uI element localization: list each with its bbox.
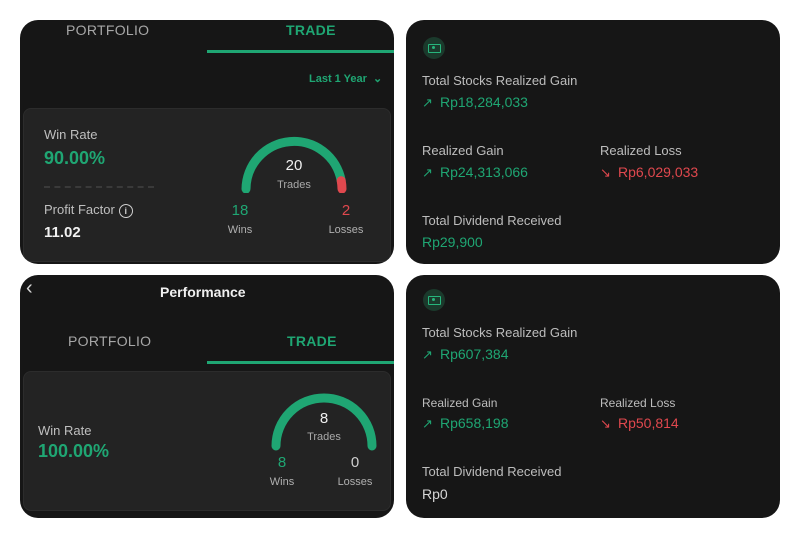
- gauge-trades-label: Trades: [307, 431, 341, 443]
- tab-trade[interactable]: TRADE: [286, 22, 336, 38]
- realized-gain-value: ↗ Rp658,198: [422, 415, 509, 432]
- total-realized-label: Total Stocks Realized Gain: [422, 325, 578, 340]
- realized-panel-bottom: Total Stocks Realized Gain ↗ Rp607,384 Re…: [406, 275, 780, 518]
- tab-portfolio[interactable]: PORTFOLIO: [68, 333, 152, 349]
- trades-gauge: [271, 393, 377, 451]
- losses-count: 2: [341, 202, 351, 219]
- info-icon[interactable]: i: [118, 203, 133, 218]
- arrow-up-right-icon: ↗: [422, 416, 433, 431]
- total-realized-amount: Rp18,284,033: [440, 94, 528, 110]
- win-rate-value: 90.00%: [44, 148, 106, 168]
- page-title: Performance: [160, 284, 246, 300]
- realized-gain-amount: Rp658,198: [440, 415, 509, 431]
- realized-loss-label: Realized Loss: [600, 396, 676, 410]
- trades-gauge: [241, 136, 347, 193]
- realized-loss-amount: Rp50,814: [618, 415, 679, 431]
- profit-factor-label: Profit Factor i: [44, 202, 133, 218]
- gauge-losses-arc: [336, 176, 347, 193]
- realized-panel-top: Total Stocks Realized Gain ↗ Rp18,284,033…: [406, 20, 780, 264]
- tab-trade-underline: [207, 361, 394, 364]
- money-icon: [423, 289, 445, 311]
- dividend-value: Rp0: [422, 486, 448, 502]
- tab-trade-underline: [207, 50, 394, 53]
- wins-count: 8: [277, 454, 287, 471]
- trade-summary-panel-top: PORTFOLIO TRADE Last 1 Year ⌄ Win Rate 9…: [20, 20, 394, 264]
- realized-gain-label: Realized Gain: [422, 143, 504, 158]
- gauge-wins-arc: [241, 136, 346, 193]
- period-label: Last 1 Year: [309, 73, 367, 85]
- dividend-label: Total Dividend Received: [422, 213, 562, 228]
- dividend-value: Rp29,900: [422, 234, 483, 250]
- realized-loss-value: ↘ Rp50,814: [600, 415, 679, 432]
- win-rate-card: Win Rate 100.00% 8 Trades 8 Wins 0 Losse…: [23, 371, 391, 511]
- win-rate-value: 100.00%: [38, 441, 110, 461]
- gauge-trade-count: 20: [285, 157, 303, 174]
- arrow-down-right-icon: ↘: [600, 165, 611, 180]
- gauge-wins-arc: [271, 393, 377, 451]
- total-realized-value: ↗ Rp607,384: [422, 346, 509, 363]
- period-selector[interactable]: Last 1 Year ⌄: [309, 72, 382, 85]
- gauge-trades-label: Trades: [277, 179, 311, 191]
- wins-label: Wins: [227, 224, 253, 236]
- back-chevron-icon[interactable]: ‹: [26, 277, 33, 299]
- chevron-down-icon: ⌄: [372, 73, 383, 85]
- realized-loss-label: Realized Loss: [600, 143, 682, 158]
- arrow-down-right-icon: ↘: [600, 416, 611, 431]
- profit-factor-value: 11.02: [44, 224, 81, 241]
- arrow-up-right-icon: ↗: [422, 165, 433, 180]
- win-rate-label: Win Rate: [44, 127, 98, 142]
- wins-label: Wins: [269, 476, 295, 488]
- tab-trade[interactable]: TRADE: [287, 333, 337, 349]
- wins-count: 18: [231, 202, 249, 219]
- profit-factor-label-text: Profit Factor: [44, 202, 115, 217]
- realized-loss-amount: Rp6,029,033: [618, 164, 699, 180]
- realized-gain-amount: Rp24,313,066: [440, 164, 528, 180]
- dividend-label: Total Dividend Received: [422, 464, 562, 479]
- losses-label: Losses: [337, 476, 373, 488]
- realized-gain-value: ↗ Rp24,313,066: [422, 164, 528, 181]
- divider: [44, 186, 154, 188]
- tab-portfolio[interactable]: PORTFOLIO: [66, 22, 150, 38]
- realized-loss-value: ↘ Rp6,029,033: [600, 164, 698, 181]
- total-realized-amount: Rp607,384: [440, 346, 509, 362]
- arrow-up-right-icon: ↗: [422, 95, 433, 110]
- losses-label: Losses: [328, 224, 364, 236]
- losses-count: 0: [350, 454, 360, 471]
- performance-panel-bottom: ‹ Performance PORTFOLIO TRADE Win Rate 1…: [20, 275, 394, 518]
- arrow-up-right-icon: ↗: [422, 347, 433, 362]
- gauge-trade-count: 8: [319, 410, 329, 427]
- total-realized-value: ↗ Rp18,284,033: [422, 94, 528, 111]
- realized-gain-label: Realized Gain: [422, 396, 498, 410]
- total-realized-label: Total Stocks Realized Gain: [422, 73, 578, 88]
- money-icon: [423, 37, 445, 59]
- win-rate-label: Win Rate: [38, 423, 92, 438]
- win-rate-card: Win Rate 90.00% Profit Factor i 11.02 20 …: [23, 108, 391, 262]
